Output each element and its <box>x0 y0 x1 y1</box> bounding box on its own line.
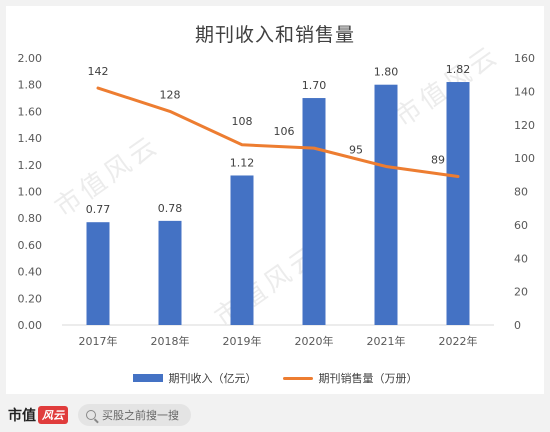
x-tick-label: 2018年 <box>151 334 190 348</box>
revenue-bar <box>86 222 110 325</box>
search-placeholder: 买股之前搜一搜 <box>102 409 179 422</box>
revenue-bar <box>446 82 470 325</box>
left-tick-label: 1.00 <box>18 186 43 199</box>
revenue-data-label: 1.82 <box>446 63 471 76</box>
revenue-bar <box>374 84 398 325</box>
revenue-data-label: 1.70 <box>302 79 327 92</box>
brand-seal: 风云 <box>38 406 68 424</box>
left-tick-label: 0.80 <box>18 212 43 225</box>
bar-series <box>86 82 470 325</box>
legend-bar-swatch <box>132 374 163 382</box>
right-tick-label: 120 <box>514 119 535 132</box>
right-tick-label: 140 <box>514 85 535 98</box>
line-labels: 142 128 108 106 95 89 <box>88 65 446 166</box>
revenue-bar <box>302 98 326 325</box>
right-tick-label: 60 <box>514 219 528 232</box>
left-tick-label: 0.00 <box>18 319 43 332</box>
x-tick-label: 2019年 <box>223 334 262 348</box>
combo-chart: 0.00 0.20 0.40 0.60 0.80 1.00 1.20 1.40 1.60 1.80… <box>18 52 536 348</box>
right-tick-label: 160 <box>514 52 535 65</box>
sales-data-label: 89 <box>431 153 445 166</box>
right-tick-label: 0 <box>514 319 521 332</box>
legend-line-swatch <box>282 376 313 380</box>
revenue-bar <box>158 220 182 325</box>
footer-bar: 市值 风云 买股之前搜一搜 <box>0 398 550 432</box>
x-tick-label: 2021年 <box>367 334 406 348</box>
right-axis: 0 20 40 60 80 100 120 140 160 <box>514 52 535 332</box>
revenue-data-label: 1.80 <box>374 66 399 79</box>
x-tick-label: 2017年 <box>79 334 118 348</box>
sales-line <box>96 86 460 178</box>
line-series <box>96 86 460 178</box>
legend-label-revenue: 期刊收入（亿元） <box>168 372 257 385</box>
sales-data-label: 142 <box>88 65 109 78</box>
left-tick-label: 2.00 <box>18 52 43 65</box>
legend-label-sales: 期刊销售量（万册） <box>318 372 418 385</box>
sales-data-label: 128 <box>160 88 181 101</box>
left-tick-label: 0.20 <box>18 292 43 305</box>
right-tick-label: 40 <box>514 252 528 265</box>
legend-item-revenue: 期刊收入（亿元） <box>132 370 257 386</box>
brand-logo: 市值 风云 <box>8 405 68 425</box>
x-axis: 2017年 2018年 2019年 2020年 2021年 2022年 <box>79 334 478 348</box>
sales-data-label: 108 <box>232 115 253 128</box>
right-tick-label: 20 <box>514 286 528 299</box>
left-tick-label: 0.40 <box>18 266 43 279</box>
revenue-data-label: 1.12 <box>230 156 255 169</box>
search-box[interactable]: 买股之前搜一搜 <box>78 404 191 426</box>
left-tick-label: 1.60 <box>18 105 43 118</box>
sales-data-label: 95 <box>349 143 363 156</box>
right-tick-label: 80 <box>514 186 528 199</box>
legend: 期刊收入（亿元） 期刊销售量（万册） <box>6 370 544 386</box>
left-tick-label: 1.40 <box>18 132 43 145</box>
chart-card: 市值风云 市值风云 市值风云 期刊收入和销售量 0.000.200.400.60… <box>6 6 544 394</box>
revenue-data-label: 0.77 <box>86 203 111 216</box>
left-tick-label: 1.20 <box>18 159 43 172</box>
left-axis: 0.00 0.20 0.40 0.60 0.80 1.00 1.20 1.40 1.60 1.80… <box>18 52 43 332</box>
chart-title: 期刊收入和销售量 <box>194 24 355 46</box>
bar-labels: 0.77 0.78 1.12 1.70 1.80 1.82 <box>86 63 471 216</box>
revenue-data-label: 0.78 <box>158 202 183 215</box>
left-tick-label: 1.80 <box>18 79 43 92</box>
search-icon <box>86 410 96 420</box>
left-tick-label: 0.60 <box>18 239 43 252</box>
revenue-bar <box>230 175 254 325</box>
legend-item-sales: 期刊销售量（万册） <box>282 370 418 386</box>
x-tick-label: 2020年 <box>295 334 334 348</box>
right-tick-label: 100 <box>514 152 535 165</box>
sales-data-label: 106 <box>274 125 295 138</box>
x-tick-label: 2022年 <box>439 334 478 348</box>
brand-name: 市值 <box>8 408 36 424</box>
